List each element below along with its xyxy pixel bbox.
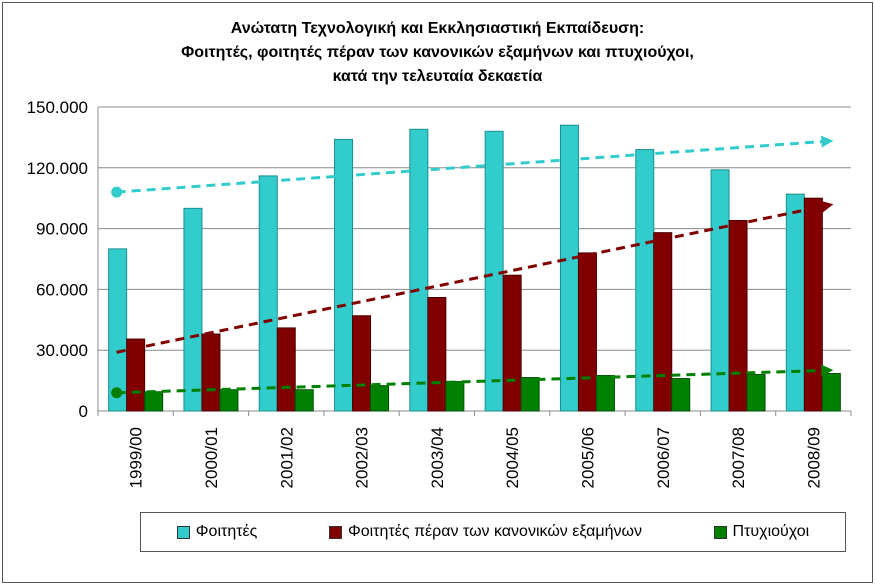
legend-label-graduates: Πτυχιούχοι — [732, 523, 810, 540]
bar — [219, 389, 239, 412]
bar — [635, 149, 655, 412]
legend-item-extended-students: Φοιτητές πέραν των κανονικών εξαμήνων — [328, 523, 642, 541]
legend-label-students: Φοιτητές — [195, 523, 258, 540]
bar — [427, 297, 447, 412]
x-tick-label: 2003/04 — [428, 427, 447, 488]
legend-label-extended-students: Φοιτητές πέραν των κανονικών εξαμήνων — [347, 523, 642, 540]
trendline-arrow-marker — [820, 135, 834, 148]
chart-legend: Φοιτητές Φοιτητές πέραν των κανονικών εξ… — [140, 512, 846, 552]
y-tick-label: 30.000 — [36, 341, 88, 360]
x-tick-label: 2005/06 — [578, 427, 597, 488]
bar — [445, 381, 465, 412]
bar — [334, 138, 354, 412]
x-tick-label: 2004/05 — [503, 427, 522, 488]
legend-item-graduates: Πτυχιούχοι — [713, 523, 810, 541]
x-tick-label: 2000/01 — [202, 427, 221, 488]
bar — [258, 175, 278, 412]
bar — [803, 197, 823, 412]
bar — [370, 385, 390, 412]
chart-title-line-1: Ανώτατη Τεχνολογική και Εκκλησιαστική Εκ… — [230, 20, 645, 37]
x-tick-label: 1999/00 — [127, 427, 146, 488]
bar — [108, 248, 128, 412]
trendline — [116, 139, 824, 194]
bar — [559, 124, 579, 412]
x-tick-label: 2002/03 — [353, 427, 372, 488]
trendline-arrow-marker — [820, 200, 834, 213]
chart-title-line-3: κατά την τελευταία δεκαετία — [332, 68, 543, 85]
bar — [484, 130, 504, 412]
y-tick-label: 120.000 — [27, 159, 88, 178]
bar — [746, 374, 766, 412]
x-tick-label: 2001/02 — [277, 427, 296, 488]
y-tick-label: 150.000 — [27, 98, 88, 117]
bar — [294, 389, 314, 412]
x-tick-label: 2007/08 — [729, 427, 748, 488]
chart-title-line-2: Φοιτητές, φοιτητές πέραν των κανονικών ε… — [181, 44, 694, 61]
y-tick-label: 0 — [79, 402, 88, 421]
bar — [671, 378, 691, 412]
x-tick-label: 2006/07 — [654, 427, 673, 488]
bar — [201, 333, 221, 412]
trendline-arrow-marker — [821, 364, 834, 377]
trendline-start-marker — [111, 387, 123, 399]
bar — [276, 327, 296, 412]
bar — [352, 315, 372, 412]
y-tick-label: 60.000 — [36, 280, 88, 299]
bar — [577, 252, 597, 412]
bar — [595, 375, 615, 412]
chart-plot: 0 30.000 60.000 90.000 120.000 150.000 1999/00… — [27, 98, 852, 488]
chart-title: Ανώτατη Τεχνολογική και Εκκλησιαστική Εκ… — [3, 17, 872, 89]
y-tick-label: 90.000 — [36, 220, 88, 239]
bar — [785, 193, 805, 412]
bar — [821, 373, 841, 412]
legend-item-students: Φοιτητές — [176, 523, 258, 541]
bar — [409, 128, 429, 412]
bar — [126, 338, 146, 412]
legend-swatch-students — [176, 525, 190, 539]
bar — [653, 232, 673, 412]
bar — [502, 274, 522, 412]
bar — [728, 219, 748, 412]
bar — [183, 207, 203, 412]
legend-swatch-graduates — [713, 525, 727, 539]
trendline-start-marker — [111, 186, 123, 198]
bar — [144, 391, 164, 412]
bar — [520, 377, 540, 412]
trendline — [116, 368, 824, 395]
x-tick-label: 2008/09 — [804, 427, 823, 488]
trendline — [116, 204, 824, 354]
legend-swatch-extended-students — [328, 525, 342, 539]
